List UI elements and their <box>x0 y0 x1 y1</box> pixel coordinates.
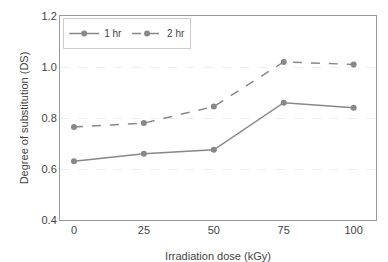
svg-text:0: 0 <box>71 224 77 236</box>
svg-text:25: 25 <box>138 224 150 236</box>
svg-text:50: 50 <box>208 224 220 236</box>
svg-text:Degree of substitution (DS): Degree of substitution (DS) <box>18 52 30 185</box>
svg-text:0.8: 0.8 <box>42 112 57 124</box>
svg-text:1.0: 1.0 <box>42 61 57 73</box>
svg-text:Irradiation dose (kGy): Irradiation dose (kGy) <box>165 250 271 262</box>
svg-text:0.4: 0.4 <box>42 214 57 226</box>
svg-text:100: 100 <box>344 224 362 236</box>
svg-text:2 hr: 2 hr <box>167 28 185 39</box>
svg-text:1.2: 1.2 <box>42 10 57 22</box>
svg-text:75: 75 <box>278 224 290 236</box>
svg-text:1 hr: 1 hr <box>104 28 122 39</box>
svg-text:0.6: 0.6 <box>42 163 57 175</box>
